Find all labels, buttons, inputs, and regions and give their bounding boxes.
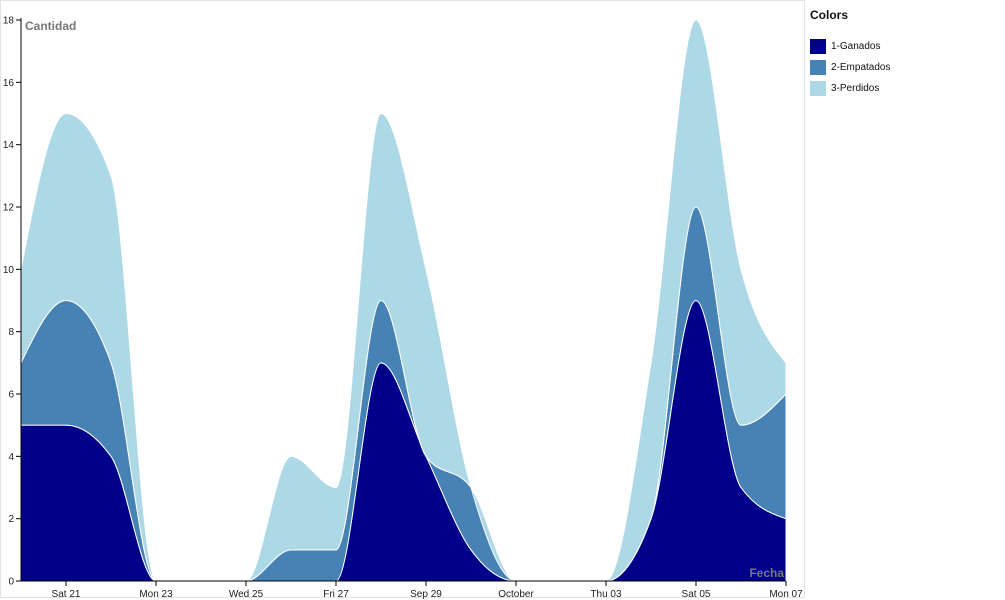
legend-label-empatados: 2-Empatados [831,62,891,73]
y-tick-label: 16 [3,78,15,89]
chart-panel: 0 2 4 6 8 10 12 14 16 18 Sat 21 Mon 23 Wed 25 Fri 27 S… [0,0,805,600]
legend-swatch-ganados [810,39,826,54]
y-tick-label: 4 [8,452,14,463]
legend-item-perdidos: 3-Perdidos [810,78,990,99]
y-tick-label: 0 [8,577,14,588]
legend-title: Colors [810,8,849,22]
x-tick-label: Fri 27 [323,589,349,599]
x-tick-label: Sat 21 [52,589,81,599]
x-tick-label: Sep 29 [410,589,442,599]
legend-label-ganados: 1-Ganados [831,41,881,52]
y-tick-label: 2 [8,514,14,525]
y-axis-label: Cantidad [25,19,76,33]
y-tick-label: 12 [3,203,15,214]
legend-swatch-perdidos [810,81,826,96]
legend-item-empatados: 2-Empatados [810,57,990,78]
y-tick-label: 18 [3,16,15,27]
y-tick-label: 14 [3,140,15,151]
x-tick-label: Wed 25 [229,589,264,599]
area-layers [20,19,787,582]
legend: Colors 1-Ganados 2-Empatados 3-Perdidos [810,8,990,99]
x-tick-label: Mon 07 [769,589,803,599]
y-tick-label: 10 [3,265,15,276]
legend-swatch-empatados [810,60,826,75]
stacked-area-chart: 0 2 4 6 8 10 12 14 16 18 Sat 21 Mon 23 Wed 25 Fri 27 S… [3,16,803,600]
x-tick-label: October [498,589,534,599]
x-tick-label: Thu 03 [590,589,622,599]
x-axis-label: Fecha [749,566,784,580]
area-series-3-perdidos [20,19,787,582]
x-tick-label: Mon 23 [139,589,173,599]
legend-item-ganados: 1-Ganados [810,36,990,57]
legend-label-perdidos: 3-Perdidos [831,83,880,94]
y-tick-label: 8 [8,327,14,338]
y-tick-label: 6 [8,390,14,401]
x-tick-label: Sat 05 [682,589,711,599]
